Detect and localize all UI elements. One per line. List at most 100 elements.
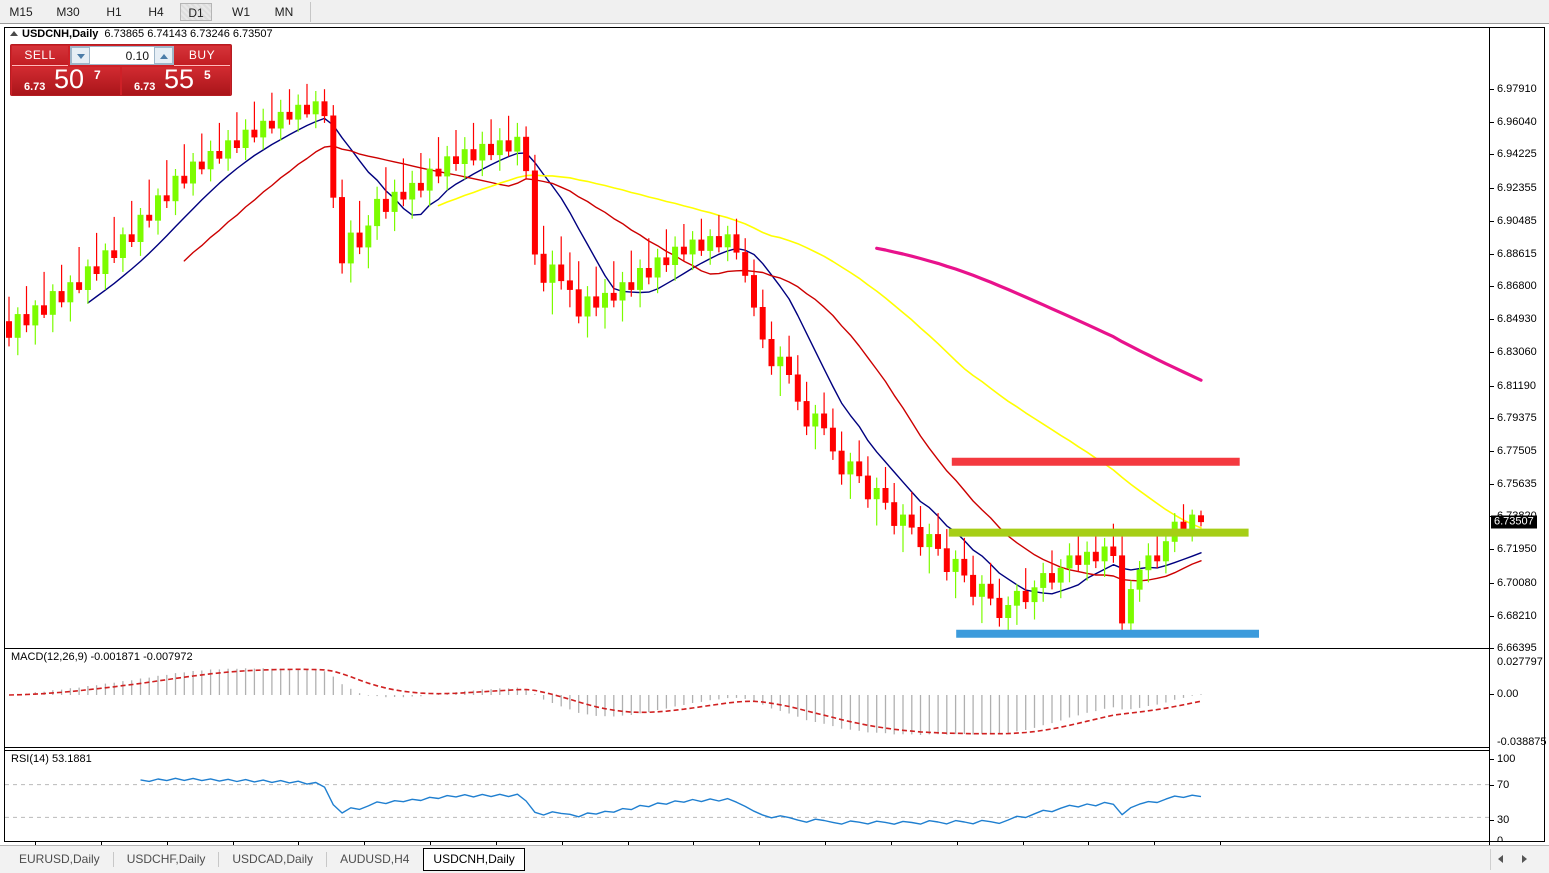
price-pane[interactable] (5, 42, 1489, 646)
date-tick (759, 842, 761, 846)
timeframe-d1[interactable]: D1 (180, 3, 212, 21)
price-tick (1490, 417, 1494, 419)
chart-tab-usdcnh-daily[interactable]: USDCNH,Daily (423, 848, 525, 871)
buy-price-prefix: 6.73 (134, 81, 156, 93)
price-scale-label: 6.79375 (1497, 411, 1537, 424)
price-tick (1490, 352, 1494, 354)
chart-tab-eurusd-daily[interactable]: EURUSD,Daily (19, 852, 100, 866)
rsi-scale-label: 30 (1497, 814, 1510, 826)
tabbar-separator (1490, 849, 1491, 870)
buy-price-display[interactable]: 6.73 55 5 (122, 67, 230, 95)
triangle-right-icon (1522, 855, 1527, 863)
macd-label: MACD(12,26,9) -0.001871 -0.007972 (11, 651, 195, 663)
timeframe-h1[interactable]: H1 (106, 5, 122, 19)
tab-separator (326, 852, 328, 867)
sell-price-prefix: 6.73 (24, 81, 46, 93)
price-scale-label: 6.88615 (1497, 247, 1537, 260)
rsi-plot (5, 777, 1489, 825)
rsi-pane[interactable]: RSI(14) 53.1881 (5, 750, 1489, 842)
chart-window: USDCNH,Daily 6.73865 6.74143 6.73246 6.73… (4, 27, 1547, 861)
date-tick (693, 842, 695, 846)
macd-scale-label: -0.038875 (1497, 736, 1547, 748)
price-scale-label: 6.90485 (1497, 214, 1537, 227)
timeframe-toolbar: M15 M30 H1 H4 D1 W1 MN (0, 0, 1549, 24)
macd-plot (8, 668, 1202, 735)
buy-price-big: 55 (164, 67, 195, 94)
sell-price-big: 50 (54, 67, 85, 94)
date-tick (166, 842, 168, 846)
chart-window-header: USDCNH,Daily 6.73865 6.74143 6.73246 6.73… (5, 28, 1544, 42)
timeframe-m15[interactable]: M15 (9, 5, 33, 19)
rsi-tick (1490, 759, 1494, 760)
volume-increment-button[interactable] (154, 47, 173, 64)
price-tick (1490, 450, 1494, 452)
date-tick (1088, 842, 1090, 846)
timeframe-h4[interactable]: H4 (148, 5, 164, 19)
date-tick (1022, 842, 1024, 846)
toolbar-separator (310, 2, 311, 22)
sell-button[interactable]: SELL (12, 46, 68, 66)
date-tick (1220, 842, 1221, 846)
chart-tab-audusd-h4[interactable]: AUDUSD,H4 (340, 852, 410, 866)
date-tick (825, 842, 826, 846)
buy-price-fraction: 5 (204, 68, 211, 82)
macd-scale-label: 0.027797 (1497, 656, 1543, 668)
price-scale-label: 6.83060 (1497, 346, 1537, 359)
octp-top-row: SELL 0.10 BUY (11, 45, 231, 66)
date-tick (100, 842, 102, 846)
toolbar-corner (1487, 0, 1549, 23)
price-scale-label: 6.86800 (1497, 280, 1537, 293)
buy-button[interactable]: BUY (174, 46, 230, 66)
toolbar-filler (311, 0, 1487, 23)
chevron-down-icon (77, 54, 85, 59)
triangle-left-icon (1498, 855, 1503, 863)
date-tick (35, 842, 36, 846)
chart-tab-usdcad-daily[interactable]: USDCAD,Daily (232, 852, 314, 866)
price-tick (1490, 319, 1494, 321)
volume-input[interactable]: 0.10 (70, 46, 174, 65)
timeframe-w1[interactable]: W1 (232, 5, 250, 19)
rsi-tick (1490, 820, 1494, 821)
timeframe-mn[interactable]: MN (274, 5, 294, 19)
price-scale-label: 6.71950 (1497, 543, 1537, 556)
price-tick (1490, 187, 1494, 189)
date-tick (627, 842, 629, 846)
price-scale[interactable]: 6.97910 6.96040 6.94225 6.92355 6.90485 6.886… (1489, 28, 1547, 847)
rsi-scale-label: 70 (1497, 779, 1510, 791)
price-scale-label: 6.70080 (1497, 576, 1537, 589)
price-scale-label: 6.81190 (1497, 379, 1536, 392)
timeframe-m30[interactable]: M30 (56, 5, 80, 19)
price-scale-label: 6.92355 (1497, 181, 1537, 194)
price-scale-label: 6.84930 (1497, 313, 1537, 326)
date-tick (890, 842, 892, 846)
rsi-tick (1490, 785, 1494, 786)
date-tick (298, 842, 300, 846)
price-scale-label: 6.75635 (1497, 478, 1537, 491)
tab-separator (112, 852, 114, 867)
chart-ohlc-values: 6.73865 6.74143 6.73246 6.73507 (104, 28, 273, 40)
price-tick (1490, 549, 1494, 551)
sell-price-display[interactable]: 6.73 50 7 (12, 67, 120, 95)
sell-price-fraction: 7 (94, 68, 101, 82)
one-click-trading-panel: SELL 0.10 BUY 6.73 50 7 6.73 55 5 (10, 44, 232, 96)
price-tick (1490, 484, 1494, 486)
macd-tick (1490, 694, 1494, 695)
chart-tab-usdchf-daily[interactable]: USDCHF,Daily (126, 852, 206, 866)
rsi-scale-label: 100 (1497, 753, 1516, 765)
collapse-triangle-icon[interactable] (10, 31, 18, 37)
price-scale-label: 6.96040 (1497, 116, 1537, 129)
date-tick (1154, 842, 1156, 846)
date-tick (430, 842, 431, 846)
macd-pane[interactable]: MACD(12,26,9) -0.001871 -0.007972 (5, 648, 1489, 748)
price-scale-label: 6.97910 (1497, 83, 1537, 95)
chart-symbol-label: USDCNH,Daily (22, 28, 99, 40)
scroll-left-button[interactable] (1493, 851, 1509, 867)
scroll-right-button[interactable] (1517, 851, 1533, 867)
current-price-label: 6.73507 (1491, 515, 1537, 529)
chevron-up-icon (160, 54, 168, 59)
price-scale-label: 6.68210 (1497, 609, 1537, 622)
date-tick (561, 842, 563, 846)
volume-decrement-button[interactable] (71, 47, 90, 64)
price-scale-label: 6.77505 (1497, 444, 1537, 457)
date-tick (956, 842, 958, 846)
